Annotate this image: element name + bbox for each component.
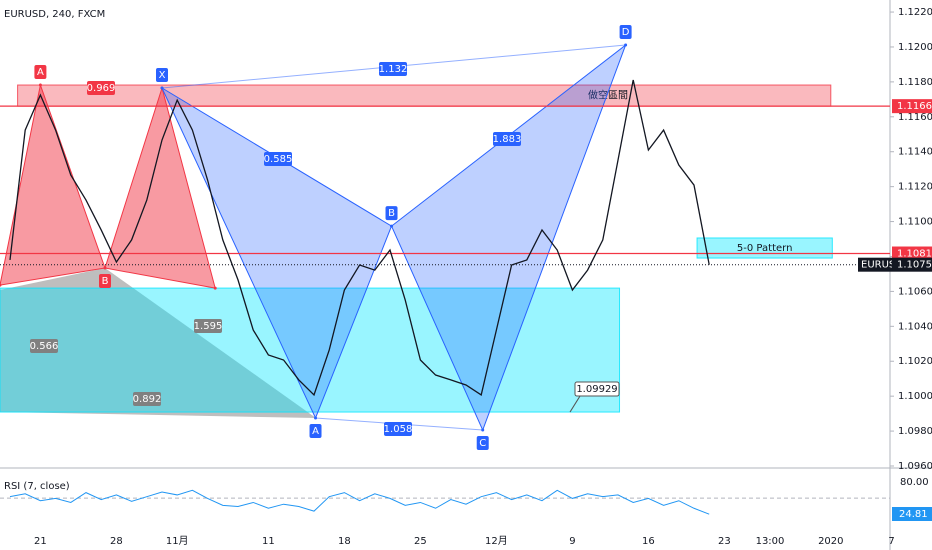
y-tick-label: 1.10000	[898, 391, 932, 402]
x-tick-label: 13:00	[756, 536, 785, 547]
y-tick-label: 1.10600	[898, 286, 932, 297]
zone-label: 5-0 Pattern	[737, 243, 793, 254]
x-tick-label: 12月	[485, 535, 508, 547]
x-tick-label: 9	[569, 536, 575, 547]
rsi-tick-label: 80.00	[900, 477, 929, 488]
pattern-point	[624, 43, 628, 47]
pattern-point	[390, 224, 394, 228]
pattern-point	[38, 83, 42, 87]
ratio-label: 0.892	[133, 394, 162, 405]
y-tick-label: 1.11400	[898, 147, 932, 158]
pattern-label: A	[312, 426, 319, 437]
rsi-tag	[892, 507, 932, 521]
pattern-point	[314, 416, 318, 420]
last-price-label: 1.10753	[897, 260, 932, 271]
rsi-tag-label: 24.81	[899, 509, 928, 520]
level-tag	[892, 99, 932, 114]
pattern-label: C	[479, 438, 486, 449]
x-tick-label: 28	[110, 536, 123, 547]
zone-label: 1.09929	[576, 384, 617, 395]
ratio-label: 1.595	[194, 321, 223, 332]
pattern-label: X	[159, 70, 166, 81]
ratio-label: 0.566	[30, 341, 59, 352]
x-tick-label: 11	[262, 536, 275, 547]
level-tag-label: 1.10817	[897, 249, 932, 260]
ratio-box	[384, 422, 412, 436]
pattern-label-box	[385, 206, 398, 221]
zone-label-pointer	[569, 395, 581, 413]
y-tick-label: 1.12200	[898, 7, 932, 18]
y-tick-label: 1.11800	[898, 77, 932, 88]
x-tick-label: 11月	[166, 535, 189, 547]
x-tick-label: 25	[414, 536, 427, 547]
ratio-label: 0.585	[264, 154, 293, 165]
pattern-point	[160, 86, 164, 90]
chart-title: EURUSD, 240, FXCM	[4, 9, 105, 20]
ratio-label: 1.132	[379, 64, 408, 75]
ratio-box	[493, 132, 521, 146]
last-price-tag	[892, 257, 932, 272]
pattern-point	[213, 286, 217, 290]
zone	[17, 84, 832, 107]
ratio-label: 0.969	[87, 83, 116, 94]
pattern-label: B	[102, 276, 109, 287]
y-tick-label: 1.12000	[898, 42, 932, 53]
pattern-label-box	[34, 65, 47, 80]
grey-triangle	[0, 268, 316, 418]
pattern-point	[103, 266, 107, 270]
pattern-label-box	[309, 423, 322, 438]
x-tick-label: 2020	[818, 536, 843, 547]
y-tick-label: 1.11200	[898, 182, 932, 193]
pattern-point	[0, 283, 2, 287]
pattern-label-box	[476, 436, 489, 451]
ratio-box	[379, 62, 407, 76]
ratio-box	[194, 319, 222, 333]
zone-label: 做空區間	[588, 89, 628, 102]
ratio-label: 1.058	[384, 424, 413, 435]
price-line	[9, 489, 710, 515]
pattern-label: B	[388, 208, 395, 219]
pattern-label: A	[37, 67, 44, 78]
series-name: EURUSD	[861, 260, 903, 271]
ratio-box	[30, 339, 58, 353]
x-tick-label: 23	[718, 536, 731, 547]
price-line	[9, 79, 710, 397]
y-tick-label: 1.10200	[898, 356, 932, 367]
y-tick-label: 1.10400	[898, 321, 932, 332]
level-tag	[892, 246, 932, 261]
x-tick-label: 18	[338, 536, 351, 547]
pattern-label: D	[622, 27, 630, 38]
ratio-label: 1.883	[493, 134, 522, 145]
rsi-title: RSI (7, close)	[4, 481, 70, 492]
y-tick-label: 1.09800	[898, 426, 932, 437]
x-tick-label: 21	[34, 536, 47, 547]
pattern-label-box	[156, 67, 168, 82]
pattern-triangle	[0, 83, 106, 286]
y-tick-label: 1.11000	[898, 217, 932, 228]
pattern-label-box	[99, 274, 111, 289]
ratio-box	[87, 81, 115, 95]
x-tick-label: 7	[888, 536, 894, 547]
y-tick-label: 1.09600	[898, 461, 932, 472]
y-tick-label: 1.11600	[898, 112, 932, 123]
pattern-label-box	[619, 25, 632, 40]
zone-label-box	[574, 381, 620, 397]
ratio-box	[133, 392, 161, 406]
ratio-box	[264, 152, 292, 166]
x-tick-label: 16	[642, 536, 655, 547]
pattern-point	[481, 428, 485, 432]
series-name-tag	[858, 257, 892, 272]
